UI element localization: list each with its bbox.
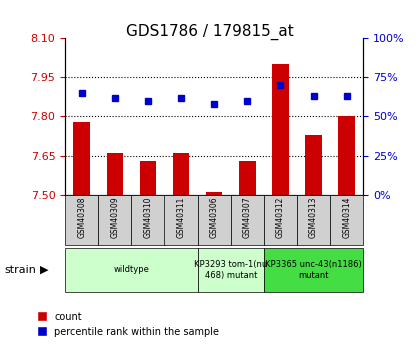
Bar	[339, 116, 355, 195]
Text: KP3293 tom-1(nu
468) mutant: KP3293 tom-1(nu 468) mutant	[194, 260, 268, 280]
Text: GSM40309: GSM40309	[110, 197, 119, 238]
Bar	[305, 135, 322, 195]
Bar	[206, 192, 223, 195]
Bar	[107, 153, 123, 195]
Bar	[139, 161, 156, 195]
Text: GSM40307: GSM40307	[243, 197, 252, 238]
Bar	[74, 122, 90, 195]
Text: GSM40310: GSM40310	[144, 197, 152, 238]
Bar	[173, 153, 189, 195]
Text: GSM40312: GSM40312	[276, 197, 285, 238]
Text: GSM40314: GSM40314	[342, 197, 351, 238]
Text: GDS1786 / 179815_at: GDS1786 / 179815_at	[126, 24, 294, 40]
Text: GSM40313: GSM40313	[309, 197, 318, 238]
Text: strain: strain	[4, 265, 36, 275]
Text: GSM40311: GSM40311	[176, 197, 186, 238]
Bar	[239, 161, 256, 195]
Text: GSM40306: GSM40306	[210, 197, 219, 238]
Text: GSM40308: GSM40308	[77, 197, 86, 238]
Text: KP3365 unc-43(n1186)
mutant: KP3365 unc-43(n1186) mutant	[265, 260, 362, 280]
Text: ▶: ▶	[40, 265, 48, 275]
Bar	[272, 64, 289, 195]
Legend: count, percentile rank within the sample: count, percentile rank within the sample	[39, 312, 219, 337]
Text: wildtype: wildtype	[113, 265, 149, 275]
